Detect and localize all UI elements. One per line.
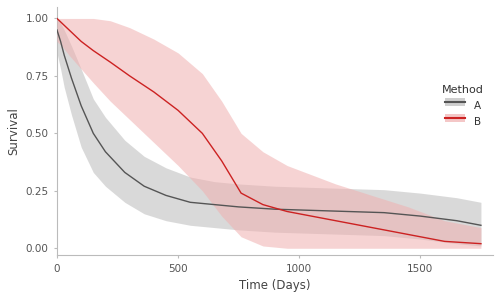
Legend: A, B: A, B bbox=[438, 81, 488, 132]
Y-axis label: Survival: Survival bbox=[7, 107, 20, 155]
X-axis label: Time (Days): Time (Days) bbox=[240, 279, 311, 292]
